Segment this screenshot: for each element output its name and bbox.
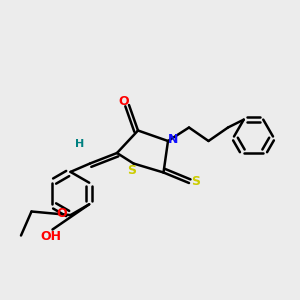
- Text: OH: OH: [40, 230, 61, 243]
- Text: N: N: [168, 133, 178, 146]
- Text: H: H: [75, 139, 84, 149]
- Text: O: O: [56, 207, 67, 220]
- Text: S: S: [191, 175, 200, 188]
- Text: O: O: [118, 95, 129, 108]
- Text: S: S: [128, 164, 136, 178]
